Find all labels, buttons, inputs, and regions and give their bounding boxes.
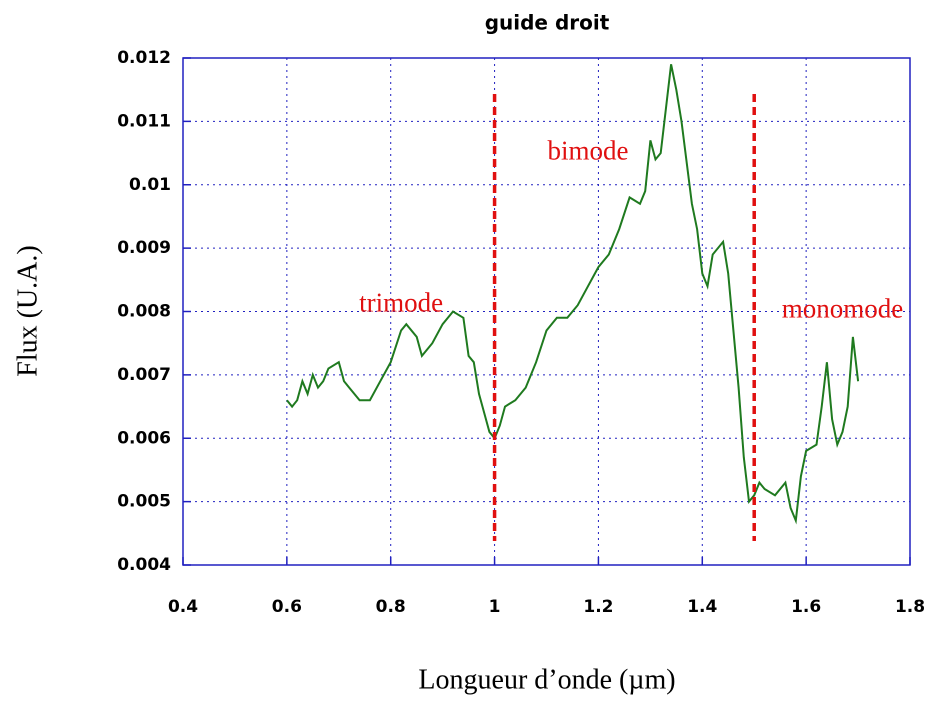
y-tick-label: 0.008 xyxy=(117,302,171,322)
annotation: trimode xyxy=(359,287,443,317)
x-tick-label: 1.8 xyxy=(895,597,925,617)
y-tick-label: 0.007 xyxy=(117,365,171,385)
x-tick-label: 0.4 xyxy=(168,597,198,617)
y-tick-label: 0.011 xyxy=(117,111,171,131)
x-tick-label: 1.4 xyxy=(687,597,717,617)
x-tick-label: 1.2 xyxy=(583,597,613,617)
x-tick-label: 0.8 xyxy=(376,597,406,617)
y-tick-label: 0.012 xyxy=(117,48,171,68)
y-tick-label: 0.004 xyxy=(117,555,171,575)
annotation: bimode xyxy=(548,135,629,165)
x-tick-label: 0.6 xyxy=(272,597,302,617)
annotation: monomode xyxy=(782,294,904,324)
y-tick-label: 0.01 xyxy=(129,175,171,195)
x-axis-label: Longueur d’onde (µm) xyxy=(418,664,675,695)
y-axis-label: Flux (U.A.) xyxy=(12,245,43,376)
x-tick-label: 1.6 xyxy=(791,597,821,617)
x-tick-label: 1 xyxy=(489,597,501,617)
y-tick-label: 0.006 xyxy=(117,428,171,448)
y-tick-label: 0.005 xyxy=(117,492,171,512)
plot-frame xyxy=(182,57,911,566)
data-line xyxy=(286,64,860,525)
y-tick-label: 0.009 xyxy=(117,238,171,258)
chart-title: guide droit xyxy=(485,11,610,35)
